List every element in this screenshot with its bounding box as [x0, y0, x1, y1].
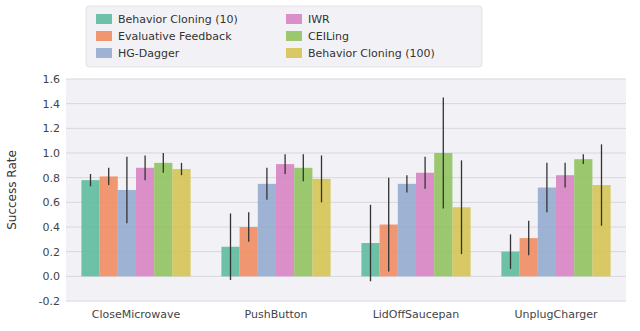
- legend-swatch: [96, 31, 112, 41]
- y-tick-label: 0.4: [43, 221, 61, 234]
- y-tick-label: 0.2: [43, 246, 61, 259]
- error-bar: [546, 163, 547, 212]
- error-bar: [248, 212, 249, 242]
- x-tick-label: UnplugCharger: [514, 308, 597, 321]
- error-bar: [510, 234, 511, 269]
- bars: [81, 98, 610, 282]
- error-bar: [303, 154, 304, 181]
- bar: [81, 180, 99, 276]
- grid-line: [66, 79, 626, 80]
- error-bar: [406, 175, 407, 192]
- error-bar: [424, 157, 425, 189]
- legend-label: CEILing: [308, 30, 349, 43]
- series: [154, 98, 592, 277]
- error-bar: [370, 205, 371, 281]
- error-bar: [90, 174, 91, 186]
- grid-line: [66, 301, 626, 302]
- bar: [100, 176, 118, 276]
- bar: [276, 164, 294, 276]
- y-tick-label: 1.2: [43, 122, 61, 135]
- error-bar: [564, 163, 565, 188]
- x-tick-label: LidOffSaucepan: [373, 308, 460, 321]
- bar: [574, 159, 592, 276]
- series: [118, 157, 556, 277]
- error-bar: [284, 154, 285, 174]
- y-tick-label: 0.8: [43, 172, 61, 185]
- error-bar: [266, 168, 267, 200]
- y-tick-label: 0.0: [43, 270, 61, 283]
- bar: [556, 175, 574, 276]
- error-bar: [321, 155, 322, 202]
- x-tick-label: CloseMicrowave: [92, 308, 181, 321]
- bar: [294, 168, 312, 277]
- y-axis-title: Success Rate: [5, 150, 19, 230]
- bar: [398, 184, 416, 276]
- error-bar: [163, 153, 164, 173]
- legend-frame: [86, 6, 482, 67]
- error-bar: [144, 155, 145, 180]
- series: [136, 154, 574, 276]
- chart: -0.2 0.0 0.2 0.4 0.6 0.8 1.0 1.2 1.4 1.6 Success R…: [0, 0, 640, 331]
- error-bar: [528, 221, 529, 256]
- error-bar: [108, 168, 109, 185]
- grid-line: [66, 153, 626, 154]
- legend: Behavior Cloning (10) Evaluative Feedback…: [86, 6, 482, 67]
- y-tick-label: 1.6: [43, 73, 61, 86]
- grid-line: [66, 128, 626, 129]
- grid-line: [66, 103, 626, 104]
- x-axis: CloseMicrowave PushButton LidOffSaucepan Un…: [92, 308, 598, 321]
- error-bar: [461, 160, 462, 254]
- error-bar: [230, 213, 231, 280]
- plot-area: [66, 79, 626, 301]
- series: [172, 144, 610, 276]
- legend-label: Behavior Cloning (10): [118, 13, 238, 26]
- legend-label: HG-Dagger: [118, 47, 180, 60]
- legend-swatch: [286, 48, 302, 58]
- legend-swatch: [96, 14, 112, 24]
- error-bar: [181, 163, 182, 175]
- bar: [172, 169, 190, 276]
- x-tick-label: PushButton: [245, 308, 308, 321]
- y-axis: -0.2 0.0 0.2 0.4 0.6 0.8 1.0 1.2 1.4 1.6: [39, 73, 626, 308]
- y-tick-label: 1.4: [43, 98, 61, 111]
- legend-label: Behavior Cloning (100): [308, 47, 435, 60]
- y-tick-label: 1.0: [43, 147, 61, 160]
- error-bar: [443, 98, 444, 209]
- legend-label: IWR: [308, 13, 330, 26]
- bar: [154, 163, 172, 276]
- bar: [136, 168, 154, 277]
- error-bar: [583, 154, 584, 164]
- y-tick-label: -0.2: [39, 295, 60, 308]
- legend-swatch: [286, 31, 302, 41]
- error-bar: [388, 178, 389, 272]
- legend-swatch: [96, 48, 112, 58]
- y-tick-label: 0.6: [43, 196, 61, 209]
- error-bar: [126, 157, 127, 224]
- legend-swatch: [286, 14, 302, 24]
- legend-label: Evaluative Feedback: [118, 30, 232, 43]
- error-bar: [601, 144, 602, 225]
